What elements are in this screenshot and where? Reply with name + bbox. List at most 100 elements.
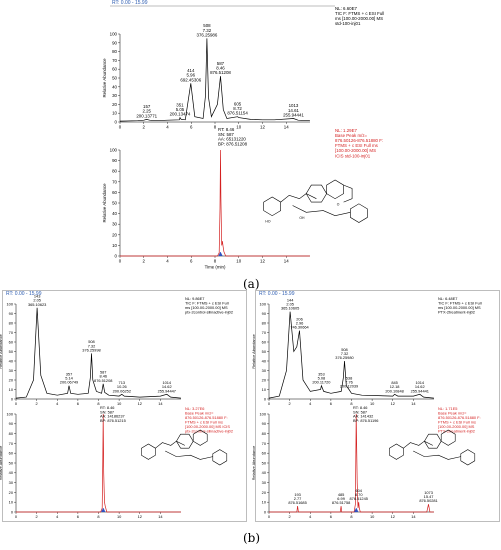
peak-label: 376.25998 <box>82 347 100 352</box>
x-tick-label: 12 <box>391 401 395 406</box>
y-tick-label: 0 <box>115 254 118 259</box>
peak-fill <box>218 251 223 257</box>
x-tick-label: 0 <box>119 124 122 129</box>
y-tick-label: 30 <box>9 368 14 373</box>
peak-label: 2.77 <box>294 496 302 501</box>
x-tick-label: 8 <box>214 258 217 263</box>
peak-fill <box>101 507 106 513</box>
series-trace <box>268 311 434 399</box>
x-tick-label: 4 <box>56 401 59 406</box>
x-tick-label: 4 <box>56 514 59 519</box>
x-tick-label: 14 <box>158 514 163 519</box>
x-tick-label: 14 <box>411 401 416 406</box>
y-tick-label: 60 <box>112 190 117 195</box>
x-tick-label: 0 <box>119 258 122 263</box>
x-tick-label: 12 <box>260 124 265 129</box>
y-tick-label: 30 <box>112 222 117 227</box>
peak-info-line: SN: 587 <box>218 132 234 137</box>
info-line: ms [100.00-2000.00] MS <box>185 305 228 310</box>
peak-label: 692.45306 <box>180 77 201 82</box>
y-tick-label: 70 <box>112 58 117 63</box>
peak-label: 10.26 <box>117 384 127 389</box>
y-tick-label: 100 <box>7 301 14 306</box>
peak-label: 365.10605 <box>281 306 299 311</box>
peak-label: 14.62 <box>162 384 172 389</box>
y-tick-label: 90 <box>9 421 14 426</box>
x-tick-label: 14 <box>158 401 163 406</box>
peak-label: 2.96 <box>296 321 304 326</box>
x-tick-label: 2 <box>289 401 291 406</box>
series-trace <box>120 149 310 257</box>
peak-info-line: BP: 876.51215 <box>100 418 126 423</box>
x-tick-label: 4 <box>166 124 169 129</box>
peak-label: 5.08 <box>318 376 326 381</box>
peak-label: 157 <box>143 104 151 109</box>
rt-label-b1: RT: 0.00 - 15.99 <box>6 291 42 297</box>
rt-label-b2: RT: 0.00 - 15.99 <box>259 291 295 297</box>
y-tick-label: 40 <box>9 358 14 363</box>
x-tick-label: 12 <box>391 514 395 519</box>
peak-label: 1073 <box>424 490 433 495</box>
x-tick-label: 0 <box>268 401 271 406</box>
svg-text:OH: OH <box>299 216 305 220</box>
peak-label: 7.32 <box>88 343 96 348</box>
x-tick-label: 4 <box>309 401 312 406</box>
y-axis-label: Relative Abundance <box>251 334 256 369</box>
peak-label: 1014 <box>162 380 171 385</box>
peak-label: 351 <box>176 102 184 107</box>
info-line: [100.00-2000.00] MS ICIS <box>185 424 230 429</box>
peak-info-line: AA: 141432 <box>353 414 373 419</box>
info-line: NL: 1.71E5 <box>438 406 457 411</box>
info-line: std-100-inj01 <box>335 21 361 26</box>
y-tick-label: 90 <box>262 311 267 316</box>
y-tick-label: 20 <box>262 490 267 495</box>
peak-label: 353 <box>318 372 325 377</box>
caption-b: (b) <box>243 531 261 545</box>
x-tick-label: 6 <box>190 124 193 129</box>
y-tick-label: 20 <box>112 102 117 107</box>
molecule-structure-a: HO OH O <box>263 179 368 224</box>
peak-label: 508 <box>341 347 348 352</box>
peak-label: 193 <box>294 492 301 497</box>
y-tick-label: 60 <box>9 339 14 344</box>
peak-label: 376.25986 <box>197 32 218 37</box>
info-line: FTMS + c ESI Full ms <box>335 143 379 148</box>
x-tick-label: 8 <box>214 124 217 129</box>
peak-label: 200.11720 <box>312 380 331 385</box>
y-tick-label: 30 <box>112 93 117 98</box>
y-tick-label: 50 <box>262 460 267 465</box>
y-tick-label: 100 <box>110 32 118 37</box>
x-tick-label: 12 <box>260 258 265 263</box>
x-tick-label: 10 <box>236 124 241 129</box>
y-tick-label: 80 <box>262 320 267 325</box>
x-tick-label: 10 <box>117 401 122 406</box>
x-tick-label: 10 <box>370 514 375 519</box>
y-tick-label: 90 <box>262 421 267 426</box>
peak-label: 876.51758 <box>332 500 350 505</box>
chart-b2-xic: 0 10 20 30 40 50 60 70 80 90 100 0 2 4 6 8 10 12 14 Relativ… <box>251 405 481 519</box>
info-line: Base Peak m/z= <box>185 410 214 415</box>
molecule-structure-b1 <box>141 429 228 466</box>
peak-label: 876.50281 <box>419 498 437 503</box>
peak-label: 5.14 <box>65 376 73 381</box>
x-tick-label: 2 <box>36 514 38 519</box>
x-tick-label: 8 <box>350 514 352 519</box>
peak-label: 14.62 <box>415 384 425 389</box>
peak-label: 414 <box>187 68 195 73</box>
peak-info-line: SN: 587 <box>100 409 114 414</box>
peak-label: 508 <box>203 23 211 28</box>
peak-label: 587 <box>217 61 225 66</box>
peak-label: 365.10623 <box>28 302 46 307</box>
peak-label: 7.32 <box>203 28 212 33</box>
chart-b1-tic: 0 10 20 30 40 50 60 70 80 90 100 0 2 4 6 8 10 12 14 Relativ… <box>0 294 233 406</box>
y-tick-label: 80 <box>9 320 14 325</box>
y-tick-label: 0 <box>264 396 267 401</box>
y-tick-label: 70 <box>262 441 267 446</box>
x-tick-label: 12 <box>138 401 142 406</box>
y-tick-label: 10 <box>9 500 14 505</box>
y-tick-label: 40 <box>112 84 117 89</box>
y-tick-label: 90 <box>9 311 14 316</box>
peak-label: 144 <box>287 297 294 302</box>
peak-label: 485 <box>338 492 345 497</box>
x-tick-label: 8 <box>350 401 352 406</box>
